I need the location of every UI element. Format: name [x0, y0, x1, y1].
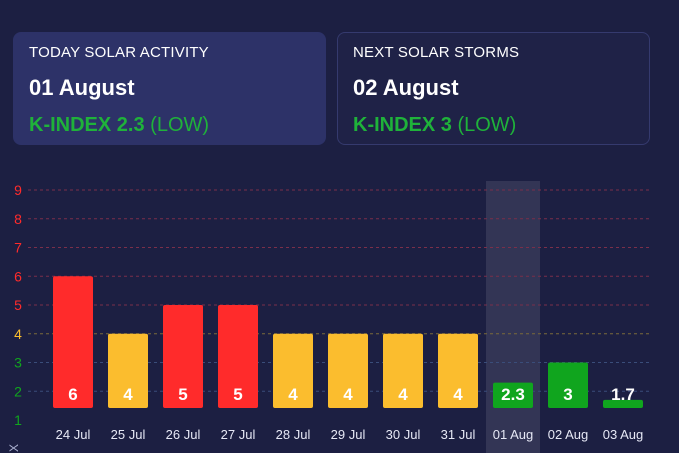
today-solar-activity-card[interactable]: TODAY SOLAR ACTIVITY 01 August K-INDEX 2…: [13, 32, 326, 145]
x-tick-label: 31 Jul: [441, 427, 476, 442]
today-card-date: 01 August: [29, 75, 135, 100]
today-kindex-value: K-INDEX 2.3: [29, 114, 145, 136]
x-tick-label: 02 Aug: [548, 427, 589, 442]
bar-24-jul[interactable]: [53, 276, 93, 408]
bar-value-label: 4: [123, 385, 133, 404]
next-kindex: K-INDEX 3 (LOW): [353, 114, 634, 136]
bar-value-label: 4: [398, 385, 408, 404]
bar-02-aug[interactable]: [548, 362, 588, 409]
next-kindex-value: K-INDEX 3: [353, 114, 452, 136]
y-tick-label: 2: [14, 383, 22, 399]
bar-value-label: 3: [563, 385, 572, 404]
today-highlight-band: [486, 181, 540, 453]
x-tick-label: 01 Aug: [493, 427, 534, 442]
bar-25-jul[interactable]: [108, 333, 148, 408]
today-card-title: TODAY SOLAR ACTIVITY: [29, 44, 209, 61]
bar-value-label: 5: [233, 385, 242, 404]
y-tick-label: 3: [14, 355, 22, 371]
bar-value-label: 4: [343, 385, 353, 404]
x-tick-label: 28 Jul: [276, 427, 311, 442]
y-tick-label: 8: [14, 211, 22, 227]
x-tick-label: 30 Jul: [386, 427, 421, 442]
y-tick-label: 4: [14, 326, 22, 342]
today-kindex: K-INDEX 2.3 (LOW): [29, 114, 310, 136]
y-tick-label: 1: [14, 412, 22, 428]
x-tick-label: 24 Jul: [56, 427, 91, 442]
next-kindex-level: (LOW): [457, 114, 517, 136]
y-tick-label: 5: [14, 297, 22, 313]
bar-value-label: 4: [288, 385, 298, 404]
x-tick-label: 26 Jul: [166, 427, 201, 442]
next-card-date: 02 August: [353, 75, 459, 100]
next-solar-storms-card[interactable]: NEXT SOLAR STORMS 02 August K-INDEX 3 (L…: [337, 32, 650, 145]
bar-value-label: 2.3: [501, 385, 525, 404]
y-axis-label: X: [7, 444, 21, 452]
bar-01-aug[interactable]: [493, 382, 533, 408]
x-tick-label: 03 Aug: [603, 427, 644, 442]
bar-29-jul[interactable]: [328, 333, 368, 408]
x-tick-label: 29 Jul: [331, 427, 366, 442]
bar-03-aug[interactable]: [603, 399, 643, 408]
bar-value-label: 1.7: [611, 385, 635, 404]
x-tick-label: 25 Jul: [111, 427, 146, 442]
y-tick-label: 6: [14, 268, 22, 284]
today-kindex-level: (LOW): [150, 114, 210, 136]
y-tick-label: 9: [14, 182, 22, 198]
bar-27-jul[interactable]: [218, 305, 258, 408]
bar-value-label: 6: [68, 385, 77, 404]
bar-value-label: 5: [178, 385, 187, 404]
bar-31-jul[interactable]: [438, 333, 478, 408]
bar-value-label: 4: [453, 385, 463, 404]
bar-28-jul[interactable]: [273, 333, 313, 408]
next-card-title: NEXT SOLAR STORMS: [353, 44, 520, 61]
y-tick-label: 7: [14, 240, 22, 256]
x-tick-label: 27 Jul: [221, 427, 256, 442]
bar-30-jul[interactable]: [383, 333, 423, 408]
bar-26-jul[interactable]: [163, 305, 203, 408]
